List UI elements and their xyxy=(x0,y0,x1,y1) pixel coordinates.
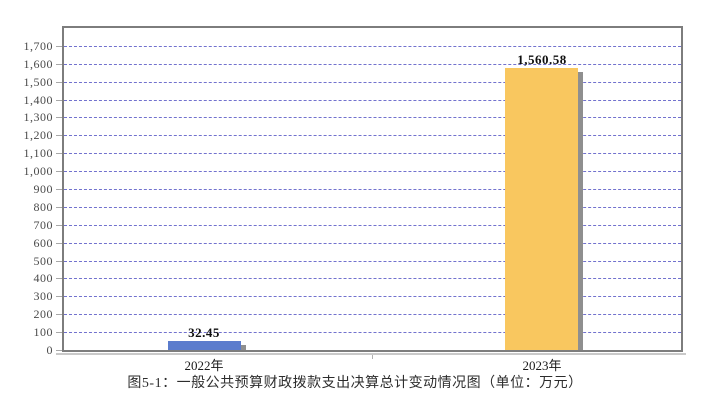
y-axis-label: 800 xyxy=(33,200,53,214)
y-axis-label: 200 xyxy=(33,307,53,321)
y-gridline xyxy=(64,207,681,208)
y-gridline xyxy=(64,225,681,226)
bar-2023年 xyxy=(505,68,578,350)
y-axis-label: 1,600 xyxy=(23,57,53,71)
y-axis-tick xyxy=(56,189,62,190)
y-gridline xyxy=(64,261,681,262)
y-gridline xyxy=(64,46,681,47)
y-axis-label: 1,500 xyxy=(23,75,53,89)
y-axis-tick xyxy=(56,261,62,262)
y-axis-tick xyxy=(56,243,62,244)
y-gridline xyxy=(64,82,681,83)
y-gridline xyxy=(64,153,681,154)
y-axis-tick xyxy=(56,100,62,101)
y-gridline xyxy=(64,189,681,190)
x-axis-category-label: 2022年 xyxy=(184,358,224,373)
x-axis-mid-tick xyxy=(372,355,373,359)
y-axis-label: 700 xyxy=(33,218,53,232)
y-gridline xyxy=(64,117,681,118)
y-axis-tick xyxy=(56,314,62,315)
y-gridline xyxy=(64,243,681,244)
y-axis-tick xyxy=(56,117,62,118)
plot-area: 32.45 1,560.58 xyxy=(62,26,683,352)
y-axis-label: 300 xyxy=(33,289,53,303)
y-axis-tick xyxy=(56,350,62,351)
x-axis-line xyxy=(56,353,686,355)
y-gridline xyxy=(64,278,681,279)
y-axis-tick xyxy=(56,135,62,136)
y-axis-label: 1,700 xyxy=(23,39,53,53)
y-gridline xyxy=(64,332,681,333)
y-axis-tick xyxy=(56,225,62,226)
y-axis-label: 600 xyxy=(33,236,53,250)
y-axis-label: 0 xyxy=(46,343,53,357)
y-axis-tick xyxy=(56,171,62,172)
y-axis-label: 1,400 xyxy=(23,93,53,107)
y-axis-tick xyxy=(56,278,62,279)
bar-2022年 xyxy=(168,341,241,350)
chart-caption: 图5-1：一般公共预算财政拨款支出决算总计变动情况图（单位：万元） xyxy=(127,376,583,391)
y-axis-tick xyxy=(56,153,62,154)
y-axis-tick xyxy=(56,296,62,297)
y-axis-label: 400 xyxy=(33,271,53,285)
y-gridline xyxy=(64,135,681,136)
y-gridline xyxy=(64,100,681,101)
y-axis-tick xyxy=(56,46,62,47)
y-axis-label: 1,000 xyxy=(23,164,53,178)
x-axis-category-label: 2023年 xyxy=(522,358,562,373)
y-axis-tick xyxy=(56,332,62,333)
y-axis-label: 500 xyxy=(33,254,53,268)
y-axis-tick xyxy=(56,64,62,65)
y-axis-label: 1,200 xyxy=(23,128,53,142)
y-gridline xyxy=(64,314,681,315)
y-axis-tick xyxy=(56,207,62,208)
y-axis-label: 1,100 xyxy=(23,146,53,160)
y-gridline xyxy=(64,64,681,65)
y-axis-label: 900 xyxy=(33,182,53,196)
y-axis-label: 100 xyxy=(33,325,53,339)
y-axis-tick xyxy=(56,82,62,83)
y-gridline xyxy=(64,296,681,297)
bar-value-label: 32.45 xyxy=(188,325,220,340)
y-gridline xyxy=(64,171,681,172)
y-axis-label: 1,300 xyxy=(23,110,53,124)
bar-value-label: 1,560.58 xyxy=(517,52,567,67)
